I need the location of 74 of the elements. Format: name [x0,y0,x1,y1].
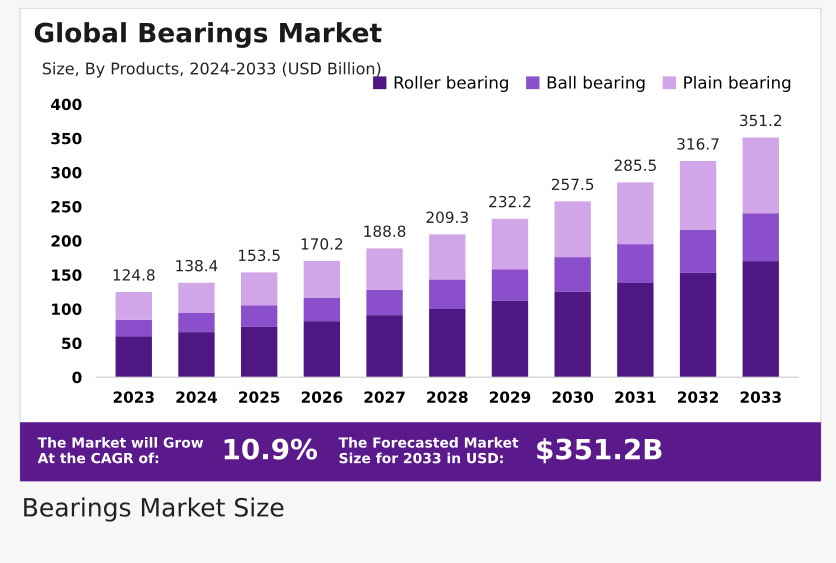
bar [680,272,716,378]
legend-label: Plain bearing [684,76,790,92]
total-label: 316.7 [677,138,719,150]
bar [554,292,591,378]
bar [554,257,591,292]
bar [178,282,215,314]
bar [429,234,466,280]
y-tick-label: 100 [52,303,82,315]
x-tick-label: 2031 [615,391,656,403]
x-tick-label: 2023 [114,391,154,403]
legend-label: Roller bearing [394,76,508,92]
x-tick-label: 2032 [678,391,718,403]
bar [617,283,654,378]
total-label: 285.5 [614,159,656,172]
bar [554,201,591,258]
bar [492,300,528,378]
y-tick-label: 250 [52,201,82,213]
bar [680,161,716,230]
x-tick-label: 2029 [490,391,530,403]
bar [680,230,716,273]
x-tick-label: 2025 [239,391,280,403]
total-label: 124.8 [114,269,155,281]
total-label: 153.5 [238,250,280,262]
bar [366,248,403,290]
y-tick-label: 0 [72,372,82,384]
bar [492,269,528,301]
bar [240,306,278,327]
text: 10.9% [224,438,318,460]
y-tick-label: 200 [52,235,82,247]
total-label: 351.2 [740,114,782,126]
bar [492,218,528,270]
bar [429,308,466,378]
bar [429,280,466,309]
text: $351.2B [537,438,662,464]
bar [742,261,779,378]
bar [240,272,278,306]
bar [366,315,403,378]
bar [304,321,340,378]
bar [116,336,152,378]
bar [617,182,654,244]
bar [617,244,654,284]
bar [742,137,779,214]
bar [304,298,340,322]
y-tick-label: 350 [51,132,82,144]
total-label: 257.5 [552,178,594,190]
x-tick-label: 2027 [364,391,405,403]
chart-title: Global Bearings Market [34,22,382,48]
y-tick-label: 150 [52,269,82,281]
bar [178,313,215,332]
total-label: 232.2 [489,196,530,208]
bar [742,213,779,262]
text: The Forecasted Market Size for 2033 in USD: [338,437,518,464]
y-tick-label: 300 [51,166,82,178]
x-tick-label: 2033 [740,391,781,403]
x-tick-label: 2024 [176,391,218,403]
chart-subtitle: Size, By Products, 2024-2033 (USD Billion) [42,62,380,78]
total-label: 209.3 [426,211,468,224]
total-label: 138.4 [176,260,218,272]
bar [366,290,403,316]
total-label: 188.8 [364,225,406,238]
total-label: 170.2 [302,238,342,250]
x-tick-label: 2030 [552,391,594,403]
legend-label: Ball bearing [548,76,644,92]
text: Bearings Market Size [24,497,284,522]
bar [116,320,152,336]
y-tick-label: 50 [62,338,82,350]
bar [116,292,152,320]
bar [304,261,340,298]
x-tick-label: 2028 [427,391,468,403]
text: The Market will Grow At the CAGR of: [38,437,204,464]
bar [240,326,278,378]
y-tick-label: 400 [51,98,82,110]
bar [178,332,215,378]
x-tick-label: 2026 [302,391,342,403]
